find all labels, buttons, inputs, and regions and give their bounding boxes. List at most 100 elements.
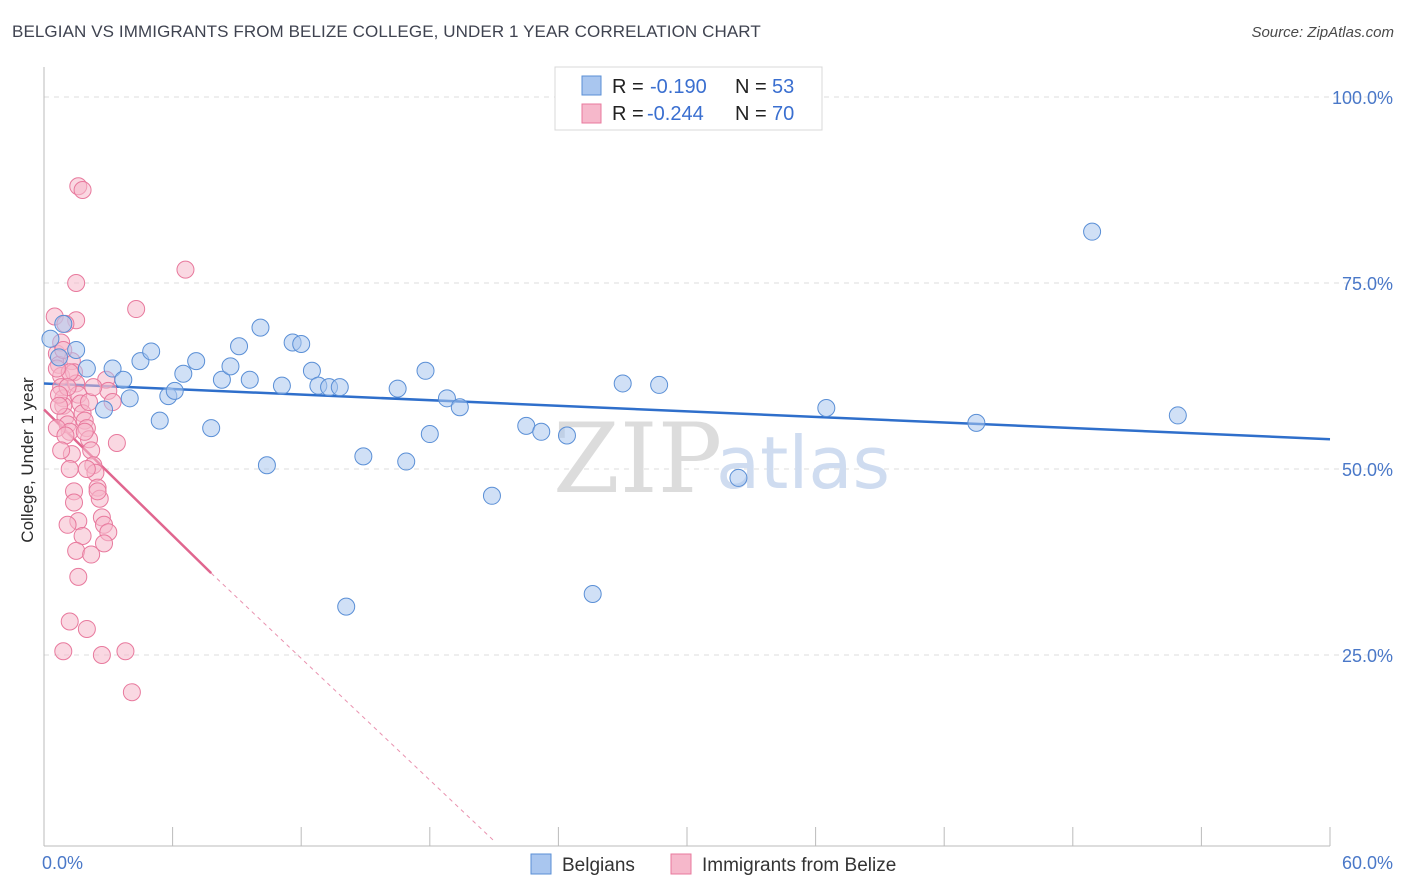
- data-point-pink: [77, 460, 96, 478]
- data-point-pink: [122, 683, 141, 702]
- data-point-blue: [1083, 222, 1102, 241]
- data-point-blue: [388, 379, 407, 398]
- data-point-pink: [69, 567, 88, 586]
- data-point-pink: [67, 274, 86, 292]
- data-point-blue: [230, 337, 249, 356]
- data-point-blue: [532, 422, 551, 441]
- data-point-pink: [95, 534, 114, 553]
- belgian-points: [41, 222, 1187, 616]
- data-point-pink: [67, 541, 86, 560]
- legend-n-value-belgians: 53: [772, 76, 794, 98]
- data-point-blue: [302, 361, 321, 380]
- data-point-blue: [967, 413, 986, 432]
- legend-swatch-belgians: [581, 75, 602, 96]
- y-tick-label: 25.0%: [1342, 646, 1393, 666]
- data-point-blue: [103, 359, 122, 378]
- series-legend: Belgians Immigrants from Belize: [530, 853, 896, 876]
- data-point-blue: [482, 486, 501, 505]
- data-point-blue: [450, 398, 469, 417]
- data-point-pink: [73, 526, 92, 545]
- data-point-blue: [292, 335, 311, 354]
- belize-points: [45, 177, 195, 702]
- y-tick-labels: 100.0% 75.0% 50.0% 25.0%: [1332, 88, 1393, 666]
- y-tick-label: 100.0%: [1332, 88, 1393, 108]
- x-tick-min: 0.0%: [42, 853, 83, 873]
- data-point-blue: [251, 318, 270, 337]
- data-point-blue: [416, 361, 435, 380]
- series-legend-swatch-belize: [670, 853, 692, 875]
- data-point-blue: [174, 364, 193, 383]
- series-legend-swatch-belgians: [530, 853, 552, 875]
- axes: [43, 67, 1331, 847]
- y-tick-label: 75.0%: [1342, 274, 1393, 294]
- data-point-pink: [82, 545, 101, 564]
- legend-r-value-belize: -0.244: [647, 103, 704, 125]
- data-point-pink: [60, 612, 79, 631]
- data-point-pink: [116, 642, 135, 661]
- data-point-pink: [58, 515, 77, 534]
- chart-title: BELGIAN VS IMMIGRANTS FROM BELIZE COLLEG…: [12, 22, 761, 41]
- watermark-atlas: atlas: [716, 421, 890, 505]
- data-point-blue: [1168, 406, 1187, 425]
- legend-n-value-belize: 70: [772, 103, 794, 125]
- data-point-blue: [557, 426, 576, 445]
- data-point-blue: [114, 370, 133, 389]
- data-point-pink: [176, 260, 195, 279]
- data-point-pink: [84, 378, 103, 397]
- data-point-pink: [50, 396, 69, 415]
- data-point-blue: [583, 584, 602, 603]
- data-point-blue: [54, 314, 73, 333]
- data-point-blue: [330, 378, 349, 397]
- series-legend-label-belgians: Belgians: [562, 855, 635, 876]
- data-point-blue: [165, 381, 184, 400]
- data-point-blue: [77, 359, 96, 378]
- data-point-pink: [92, 646, 111, 664]
- stats-legend: R = -0.190 N = 53 R = -0.244 N = 70: [554, 66, 823, 131]
- data-point-blue: [817, 398, 836, 417]
- data-point-blue: [50, 348, 69, 367]
- data-point-pink: [56, 426, 75, 445]
- data-point-blue: [420, 425, 439, 444]
- data-point-blue: [202, 419, 221, 438]
- data-point-blue: [354, 447, 373, 466]
- data-point-blue: [212, 370, 231, 389]
- trend-line-blue: [43, 382, 1331, 441]
- y-axis-label: College, Under 1 year: [18, 377, 37, 543]
- data-point-blue: [95, 400, 114, 419]
- data-point-pink: [107, 433, 126, 452]
- data-point-pink: [80, 393, 99, 412]
- data-point-blue: [272, 376, 291, 395]
- legend-n-label-belize: N =: [735, 103, 767, 125]
- data-point-blue: [67, 340, 86, 359]
- data-point-blue: [337, 597, 356, 616]
- x-tick-max: 60.0%: [1342, 853, 1393, 873]
- watermark: ZIP atlas: [553, 403, 890, 515]
- legend-r-value-belgians: -0.190: [650, 76, 707, 98]
- data-point-pink: [75, 422, 94, 441]
- legend-r-label-belgians: R =: [612, 76, 644, 98]
- data-point-blue: [120, 389, 139, 408]
- data-point-pink: [82, 441, 101, 460]
- data-point-pink: [65, 493, 84, 512]
- data-point-blue: [397, 452, 416, 471]
- legend-r-label-belize: R =: [612, 103, 644, 125]
- data-point-blue: [437, 389, 456, 408]
- source-credit: Source: ZipAtlas.com: [1251, 24, 1394, 41]
- data-point-blue: [613, 374, 632, 393]
- data-point-blue: [650, 375, 669, 394]
- data-point-blue: [257, 456, 276, 475]
- data-point-pink: [127, 300, 146, 319]
- data-point-pink: [88, 482, 107, 501]
- data-point-blue: [142, 342, 161, 361]
- data-point-blue: [41, 329, 60, 348]
- trend-line-extension-pink: [210, 572, 495, 842]
- data-point-pink: [52, 441, 71, 460]
- watermark-zip: ZIP: [553, 403, 722, 515]
- data-point-pink: [60, 460, 79, 478]
- legend-swatch-belize: [581, 103, 602, 124]
- data-point-pink: [54, 642, 73, 661]
- data-point-blue: [729, 468, 748, 487]
- series-legend-label-belize: Immigrants from Belize: [702, 855, 896, 876]
- legend-n-label-belgians: N =: [735, 76, 767, 98]
